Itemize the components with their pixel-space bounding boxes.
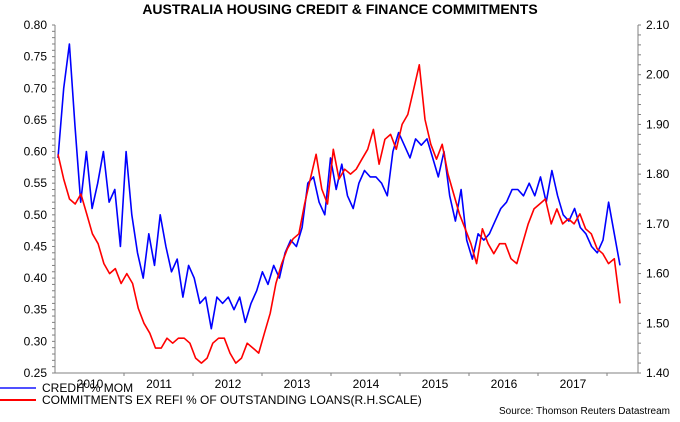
- left-tick-label: 0.45: [24, 239, 48, 253]
- x-tick-label: 2011: [146, 377, 172, 391]
- left-tick-label: 0.50: [24, 208, 48, 222]
- left-tick-label: 0.80: [24, 18, 48, 32]
- chart-title: AUSTRALIA HOUSING CREDIT & FINANCE COMMI…: [142, 1, 538, 17]
- legend-label: CREDIT % MOM: [42, 381, 134, 395]
- source-note: Source: Thomson Reuters Datastream: [498, 406, 670, 417]
- x-tick-label: 2016: [491, 377, 518, 391]
- right-tick-label: 1.70: [646, 217, 670, 231]
- legend-swatch-blue: [0, 387, 36, 389]
- x-tick-label: 2013: [284, 377, 311, 391]
- credit-series-line: [57, 43, 621, 330]
- right-tick-label: 1.50: [646, 316, 670, 330]
- left-tick-label: 0.65: [24, 113, 48, 127]
- right-tick-label: 1.60: [646, 267, 670, 281]
- left-tick-label: 0.35: [24, 303, 48, 317]
- x-tick-label: 2014: [353, 377, 380, 391]
- right-tick-label: 1.40: [646, 366, 670, 380]
- x-tick-label: 2017: [560, 377, 587, 391]
- left-tick-label: 0.25: [24, 366, 48, 380]
- right-tick-label: 2.00: [646, 68, 670, 82]
- right-tick-label: 1.80: [646, 167, 670, 181]
- commitments-series-line: [57, 64, 621, 364]
- legend: CREDIT % MOM COMMITMENTS EX REFI % OF OU…: [0, 382, 422, 406]
- x-tick-label: 2012: [215, 377, 242, 391]
- left-tick-label: 0.75: [24, 50, 48, 64]
- x-tick-label: 2015: [422, 377, 449, 391]
- x-tick-label: 2010: [77, 377, 104, 391]
- legend-label: COMMITMENTS EX REFI % OF OUTSTANDING LOA…: [42, 393, 422, 407]
- right-tick-label: 2.10: [646, 18, 670, 32]
- legend-item-commitments: COMMITMENTS EX REFI % OF OUTSTANDING LOA…: [0, 394, 422, 406]
- legend-swatch-red: [0, 399, 36, 401]
- left-tick-label: 0.40: [24, 271, 48, 285]
- left-tick-label: 0.60: [24, 145, 48, 159]
- legend-item-credit: CREDIT % MOM: [0, 382, 422, 394]
- left-tick-label: 0.55: [24, 176, 48, 190]
- right-tick-label: 1.90: [646, 117, 670, 131]
- left-tick-label: 0.70: [24, 81, 48, 95]
- left-tick-label: 0.30: [24, 334, 48, 348]
